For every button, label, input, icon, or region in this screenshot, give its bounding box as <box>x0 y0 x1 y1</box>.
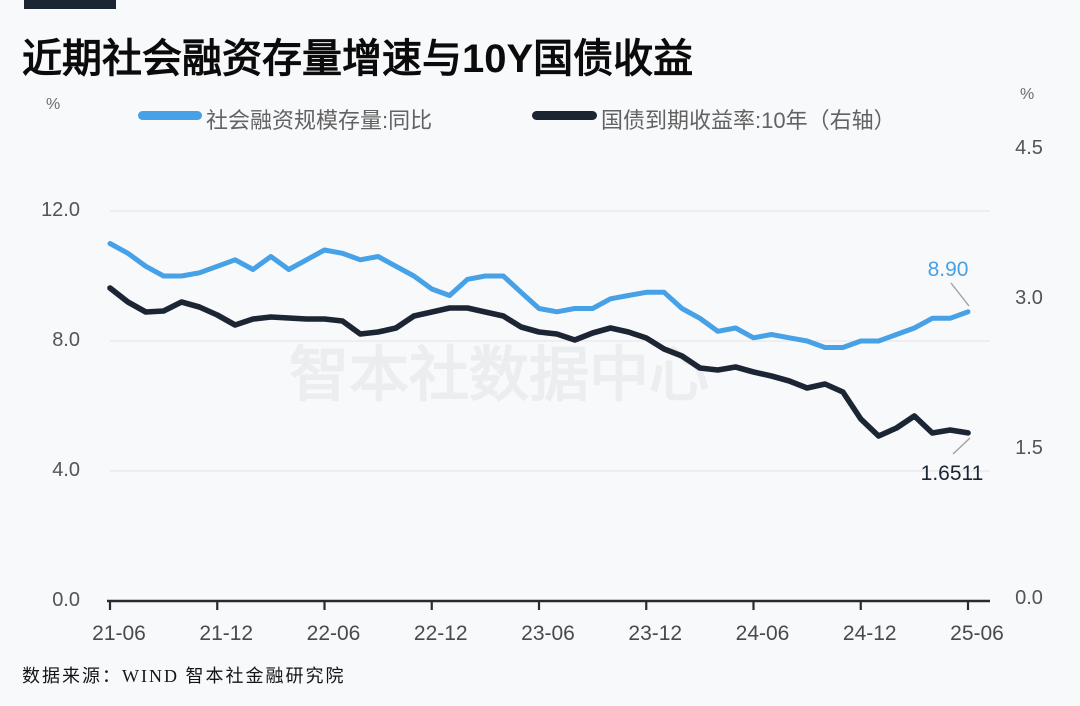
x-axis-tick-label: 21-12 <box>199 622 254 645</box>
right-axis-tick-label: 4.5 <box>1015 137 1043 159</box>
right-axis-tick-label: 0.0 <box>1015 587 1043 609</box>
right-axis-unit: % <box>1020 86 1035 103</box>
series-line-2 <box>107 285 971 439</box>
left-axis-tick-label: 8.0 <box>52 329 80 351</box>
data-source-note: 数据来源：WIND 智本社金融研究院 <box>22 666 346 686</box>
accent-bar <box>24 0 116 9</box>
legend-swatch-series2 <box>532 111 597 120</box>
x-axis-tick-label: 21-06 <box>92 622 146 645</box>
left-axis-tick-label: 4.0 <box>52 459 80 481</box>
x-axis-tick-label: 24-06 <box>735 622 790 645</box>
x-axis-tick-label: 25-06 <box>950 622 1004 645</box>
last-value-label-series1: 8.90 <box>927 258 969 281</box>
annotation-leader-series2 <box>952 437 971 455</box>
x-axis-tick-label: 23-12 <box>628 622 683 645</box>
x-axis-ticks <box>108 601 970 610</box>
x-axis-tick-label: 22-06 <box>306 622 361 645</box>
series-lines <box>107 241 971 439</box>
last-value-label-series2: 1.6511 <box>920 462 984 485</box>
right-axis-tick-label: 1.5 <box>1015 437 1043 459</box>
legend-label-series1: 社会融资规模存量:同比 <box>206 108 433 133</box>
annotation-leader-series1 <box>950 282 970 307</box>
left-axis-tick-label: 12.0 <box>41 199 80 221</box>
chart-title: 近期社会融资存量增速与10Y国债收益 <box>22 37 694 81</box>
right-axis-tick-label: 3.0 <box>1015 287 1043 309</box>
legend-swatch-series1 <box>138 111 202 120</box>
legend-label-series2: 国债到期收益率:10年（右轴） <box>601 108 896 133</box>
gridlines <box>110 210 990 472</box>
left-axis-tick-label: 0.0 <box>52 589 80 611</box>
x-axis-tick-label: 23-06 <box>521 622 575 645</box>
x-axis-tick-label: 22-12 <box>413 622 468 645</box>
plot-area <box>107 210 990 610</box>
series-line-1 <box>107 241 971 350</box>
x-axis-tick-label: 24-12 <box>842 622 897 645</box>
left-axis-unit: % <box>46 96 61 113</box>
